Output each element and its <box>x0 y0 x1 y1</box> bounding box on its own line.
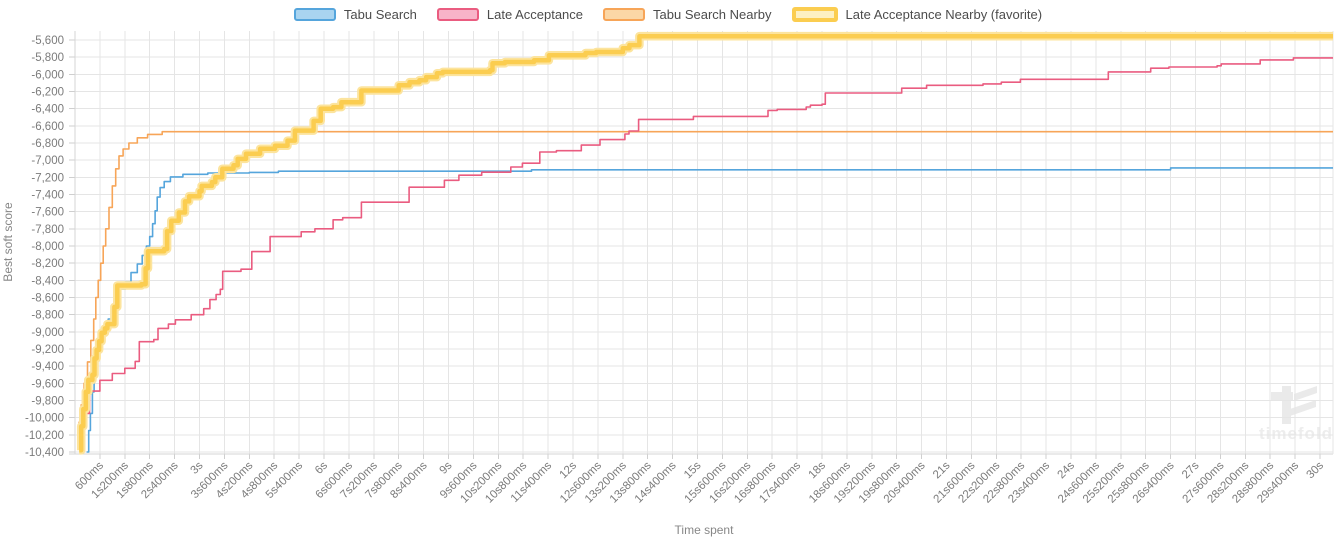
x-axis-title: Time spent <box>675 523 735 537</box>
legend-swatch <box>603 8 646 21</box>
legend-item-tabu-search[interactable]: Tabu Search <box>293 7 417 22</box>
y-tick-label: -8,000 <box>31 241 64 253</box>
y-tick-label: -5,600 <box>31 35 64 47</box>
y-tick-label: -10,200 <box>25 430 64 442</box>
legend-item-late-acceptance[interactable]: Late Acceptance <box>436 7 584 22</box>
timefold-logo-icon <box>1271 386 1317 424</box>
series-lines <box>76 31 1333 455</box>
y-tick-label: -6,400 <box>31 104 64 116</box>
timefold-watermark: timefold <box>1259 386 1332 443</box>
gridlines <box>69 31 1334 459</box>
y-tick-label: -7,600 <box>31 207 64 219</box>
y-tick-label: -5,800 <box>31 52 64 64</box>
x-tick-label: 6s <box>313 459 330 476</box>
x-tick-label: 9s <box>438 459 455 476</box>
y-tick-label: -8,600 <box>31 293 64 305</box>
y-tick-label: -7,200 <box>31 172 64 184</box>
y-tick-label: -9,200 <box>31 344 64 356</box>
y-tick-label: -7,000 <box>31 155 64 167</box>
x-tick-label: 30s <box>1305 459 1327 481</box>
legend-label: Tabu Search Nearby <box>653 7 772 22</box>
y-tick-label: -7,800 <box>31 224 64 236</box>
y-tick-label: -8,400 <box>31 275 64 287</box>
y-tick-label: -6,800 <box>31 138 64 150</box>
series-line-late-acceptance <box>80 57 1333 449</box>
y-tick-label: -9,800 <box>31 396 64 408</box>
series-halo-late-acceptance-nearby-favorite <box>76 31 1333 455</box>
y-tick-label: -9,400 <box>31 361 64 373</box>
y-tick-label: -8,800 <box>31 310 64 322</box>
legend-item-late-acceptance-nearby-favorite[interactable]: Late Acceptance Nearby (favorite) <box>791 7 1043 22</box>
y-tick-label: -10,400 <box>25 447 64 459</box>
x-tick-label: 3s <box>189 459 206 476</box>
legend-label: Late Acceptance Nearby (favorite) <box>845 7 1043 22</box>
y-axis-title: Best soft score <box>1 202 15 282</box>
legend-label: Tabu Search <box>343 7 417 22</box>
y-tick-label: -9,600 <box>31 378 64 390</box>
y-tick-label: -9,000 <box>31 327 64 339</box>
y-tick-label: -6,200 <box>31 87 64 99</box>
y-tick-label: -6,600 <box>31 121 64 133</box>
y-tick-label: -7,400 <box>31 190 64 202</box>
legend-swatch <box>293 8 336 21</box>
legend-swatch <box>791 7 838 22</box>
legend-item-tabu-search-nearby[interactable]: Tabu Search Nearby <box>603 7 772 22</box>
y-tick-label: -6,000 <box>31 69 64 81</box>
legend-swatch <box>436 8 479 21</box>
series-line-late-acceptance-nearby-favorite <box>78 33 1333 453</box>
chart-legend: Tabu Search Late Acceptance Tabu Search Ne… <box>0 7 1336 22</box>
y-tick-label: -10,000 <box>25 413 64 425</box>
y-tick-label: -8,200 <box>31 258 64 270</box>
legend-label: Late Acceptance <box>486 7 584 22</box>
